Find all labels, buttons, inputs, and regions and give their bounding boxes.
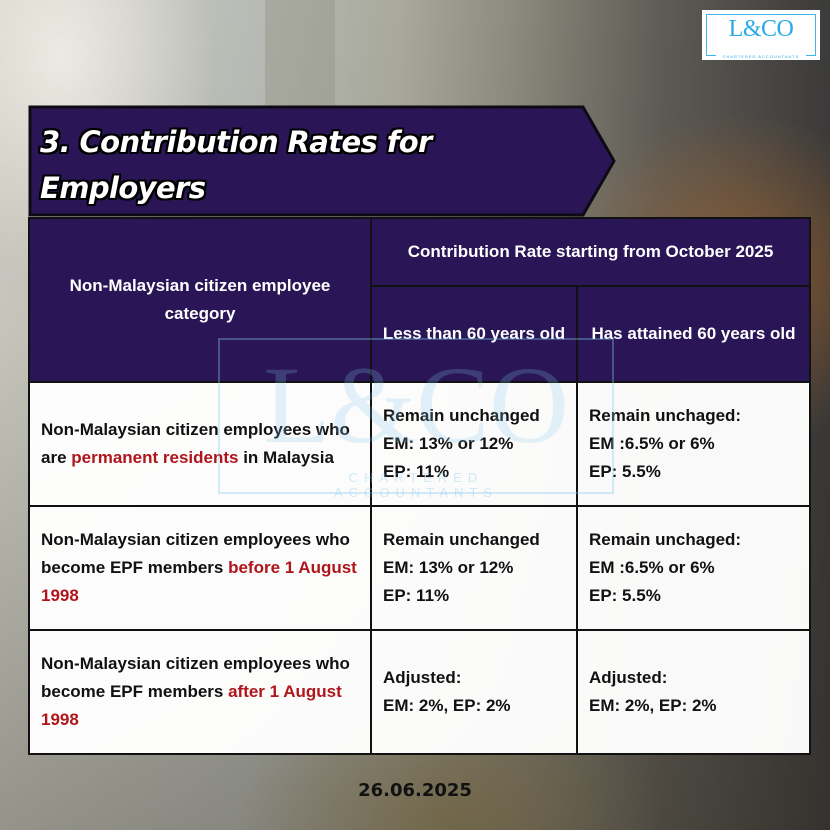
rate-employee: EP: 5.5%: [589, 462, 661, 481]
rate-employer: EM :6.5% or 6%: [589, 558, 715, 577]
header-60-and-above: Has attained 60 years old: [575, 285, 812, 383]
category-text-suffix: in Malaysia: [238, 448, 334, 467]
category-text: Non-Malaysian citizen employees who beco…: [41, 530, 350, 577]
arrow-banner-shape: [28, 105, 616, 217]
category-cell: Non-Malaysian citizen employees who beco…: [28, 505, 372, 631]
rate-employer: EM :6.5% or 6%: [589, 434, 715, 453]
rate-status: Adjusted:: [589, 668, 668, 687]
table-row: Non-Malaysian citizen employees who beco…: [28, 629, 812, 755]
category-text: Non-Malaysian citizen employees who beco…: [41, 654, 350, 701]
rate-60-above-cell: Remain unchaged: EM :6.5% or 6% EP: 5.5%: [575, 505, 812, 631]
category-text: Non-Malaysian citizen employees who are: [41, 420, 350, 467]
rate-employer: EM: 13% or 12%: [383, 434, 514, 453]
title-line-1: 3. Contribution Rates for Employers: [40, 125, 432, 205]
publish-date: 26.06.2025: [358, 780, 472, 801]
rate-status: Remain unchanged: [383, 406, 540, 425]
table-row: Non-Malaysian citizen employees who beco…: [28, 505, 812, 631]
rate-status: Remain unchaged:: [589, 530, 742, 549]
rate-employee: EP: 5.5%: [589, 586, 661, 605]
header-contribution-rate-group: Contribution Rate starting from October …: [369, 217, 812, 287]
title-banner: 3. Contribution Rates for Employers and …: [28, 105, 618, 251]
category-highlight: permanent residents: [71, 448, 239, 467]
rate-under-60-cell: Remain unchanged EM: 13% or 12% EP: 11%: [370, 505, 578, 631]
category-cell: Non-Malaysian citizen employees who beco…: [28, 629, 372, 755]
category-highlight: after 1 August 1998: [41, 682, 342, 729]
category-highlight: before 1 August 1998: [41, 558, 357, 605]
rate-values: EM: 2%, EP: 2%: [383, 696, 511, 715]
contribution-rates-table: Non-Malaysian citizen employee category …: [28, 217, 812, 755]
rate-values: EM: 2%, EP: 2%: [589, 696, 717, 715]
rate-under-60-cell: Adjusted: EM: 2%, EP: 2%: [370, 629, 578, 755]
rate-status: Adjusted:: [383, 668, 462, 687]
header-category: Non-Malaysian citizen employee category: [28, 217, 372, 383]
category-cell: Non-Malaysian citizen employees who are …: [28, 381, 372, 507]
rate-under-60-cell: Remain unchanged EM: 13% or 12% EP: 11%: [370, 381, 578, 507]
header-under-60: Less than 60 years old: [370, 285, 578, 383]
table-row: Non-Malaysian citizen employees who are …: [28, 381, 812, 507]
rate-60-above-cell: Remain unchaged: EM :6.5% or 6% EP: 5.5%: [575, 381, 812, 507]
rate-60-above-cell: Adjusted: EM: 2%, EP: 2%: [575, 629, 812, 755]
logo-text: L&CO: [728, 16, 794, 42]
rate-status: Remain unchanged: [383, 530, 540, 549]
rate-employee: EP: 11%: [383, 462, 450, 481]
rate-employer: EM: 13% or 12%: [383, 558, 514, 577]
background-pillar: [265, 0, 335, 110]
company-logo: L&CO CHARTERED ACCOUNTANTS: [702, 10, 820, 60]
logo-tagline: CHARTERED ACCOUNTANTS: [716, 54, 806, 59]
rate-employee: EP: 11%: [383, 586, 450, 605]
rate-status: Remain unchaged:: [589, 406, 742, 425]
